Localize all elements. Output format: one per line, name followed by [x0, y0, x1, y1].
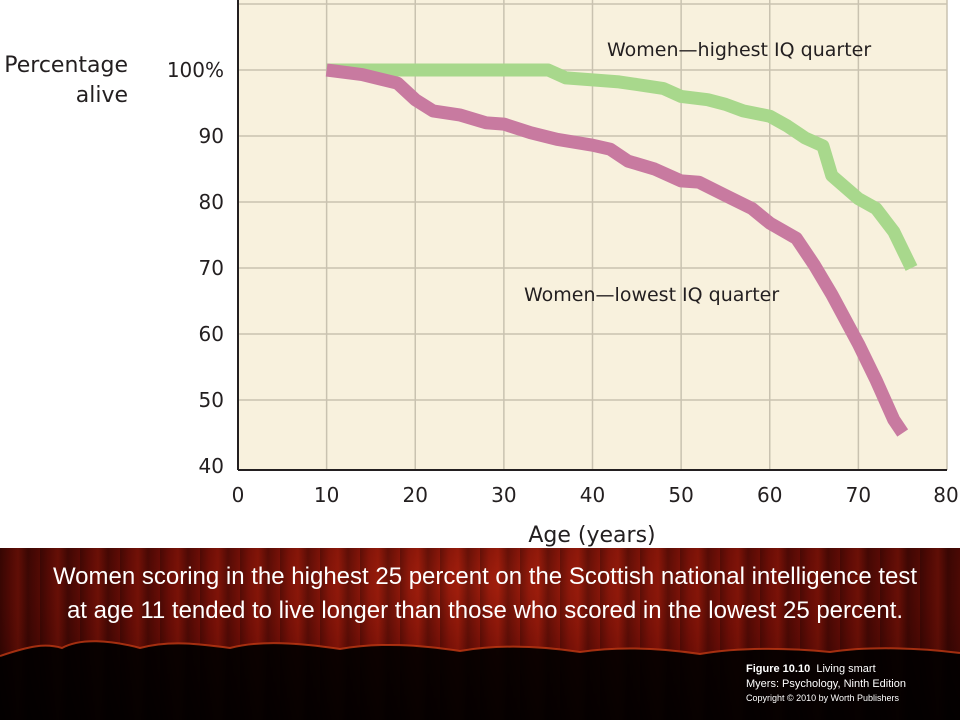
tick-labels: 100% 90 80 70 60 50 40 0 10 20 30 40 50 60 70 80	[167, 58, 959, 507]
caption-text: Women scoring in the highest 25 percent …	[52, 563, 918, 624]
x-tick-label: 10	[314, 483, 339, 507]
figure-title: Living smart	[816, 663, 876, 675]
figure-credit: Figure 10.10 Living smart Myers: Psychol…	[746, 662, 956, 705]
y-tick-label: 50	[199, 388, 224, 412]
series-line-lowest-iq	[325, 63, 909, 437]
x-tick-label: 30	[491, 483, 516, 507]
gridlines	[238, 0, 948, 470]
y-tick-label: 60	[199, 322, 224, 346]
y-tick-label: 40	[199, 454, 224, 478]
copyright-notice: Copyright © 2010 by Worth Publishers	[746, 693, 900, 703]
x-tick-label: 40	[580, 483, 605, 507]
x-tick-label: 0	[232, 483, 245, 507]
y-axis-label-line2: alive	[76, 83, 128, 108]
figure-credit-title: Figure 10.10 Living smart	[746, 662, 956, 677]
axes	[237, 0, 947, 471]
y-tick-label: 90	[199, 124, 224, 148]
series-line-highest-iq	[326, 63, 918, 271]
y-axis-label-line1: Percentage	[4, 53, 128, 78]
x-tick-label: 20	[403, 483, 428, 507]
x-axis-label: Age (years)	[528, 523, 655, 548]
survival-chart: 100% 90 80 70 60 50 40 0 10 20 30 40 50 60 70 80 Percen…	[4, 0, 959, 548]
x-tick-label: 80	[933, 483, 958, 507]
chart-area: 100% 90 80 70 60 50 40 0 10 20 30 40 50 60 70 80 Percen…	[4, 0, 959, 548]
y-tick-label: 100%	[167, 58, 224, 82]
x-tick-label: 60	[757, 483, 782, 507]
series-label-lowest: Women—lowest IQ quarter	[524, 284, 779, 306]
book-title: Myers: Psychology, Ninth Edition	[746, 678, 906, 690]
x-tick-label: 70	[846, 483, 871, 507]
x-tick-label: 50	[668, 483, 693, 507]
y-tick-label: 80	[199, 190, 224, 214]
series-label-highest: Women—highest IQ quarter	[607, 39, 871, 61]
y-tick-label: 70	[199, 256, 224, 280]
figure-number: Figure 10.10	[746, 663, 811, 675]
curtain-drape-decoration	[0, 640, 960, 720]
caption-band: Women scoring in the highest 25 percent …	[0, 548, 960, 720]
series-lines	[325, 63, 918, 437]
